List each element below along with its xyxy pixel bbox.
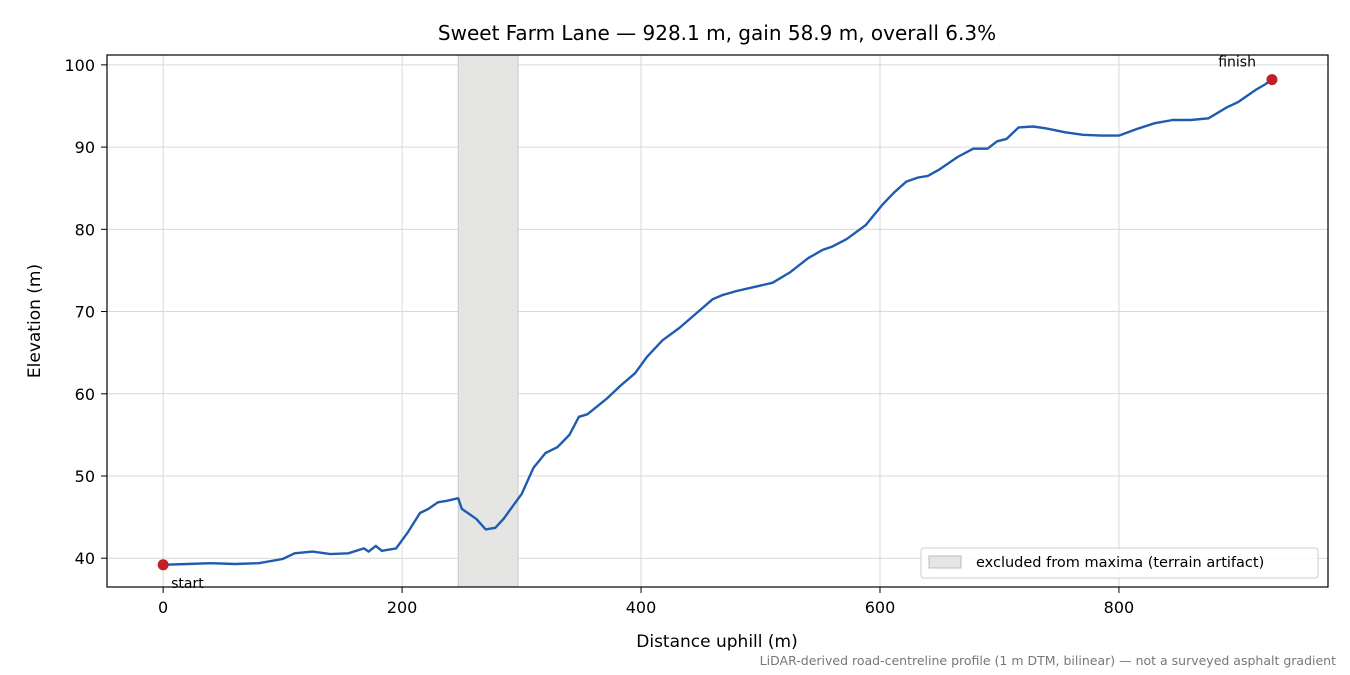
x-tick-label: 200: [387, 598, 418, 617]
x-tick-label: 400: [626, 598, 657, 617]
x-tick-label: 800: [1104, 598, 1135, 617]
start-label: start: [171, 576, 204, 592]
grid-layer: [107, 55, 1328, 587]
y-tick-label: 70: [75, 303, 95, 322]
plot-frame: [106, 54, 1329, 588]
x-axis-title: Distance uphill (m): [636, 632, 797, 652]
finish-label: finish: [1218, 55, 1256, 71]
excluded-band-layer: [457, 54, 519, 588]
chart-title: Sweet Farm Lane — 928.1 m, gain 58.9 m, …: [438, 21, 996, 45]
series-layer: [161, 78, 1274, 566]
y-tick-label: 50: [75, 467, 95, 486]
y-axis-title: Elevation (m): [25, 264, 45, 378]
legend-label: excluded from maxima (terrain artifact): [976, 555, 1264, 571]
y-tick-label: 40: [75, 549, 95, 568]
legend-swatch: [928, 555, 962, 569]
elevation-line: [161, 78, 1274, 566]
x-tick-label: 600: [865, 598, 896, 617]
y-tick-label: 80: [75, 220, 95, 239]
tick-layer: 0 200 400 600 800 40 50 60 70 80 90 100: [64, 56, 1134, 617]
marker-layer: start finish: [157, 55, 1278, 592]
finish-marker: [1266, 74, 1278, 86]
y-tick-label: 60: [75, 385, 95, 404]
excluded-band: [457, 54, 519, 588]
y-tick-label: 100: [64, 56, 95, 75]
footnote: LiDAR-derived road-centreline profile (1…: [760, 653, 1336, 668]
y-tick-label: 90: [75, 138, 95, 157]
legend-box: [920, 547, 1319, 579]
start-marker: [157, 559, 169, 571]
x-tick-label: 0: [158, 598, 168, 617]
legend: excluded from maxima (terrain artifact): [920, 547, 1319, 579]
